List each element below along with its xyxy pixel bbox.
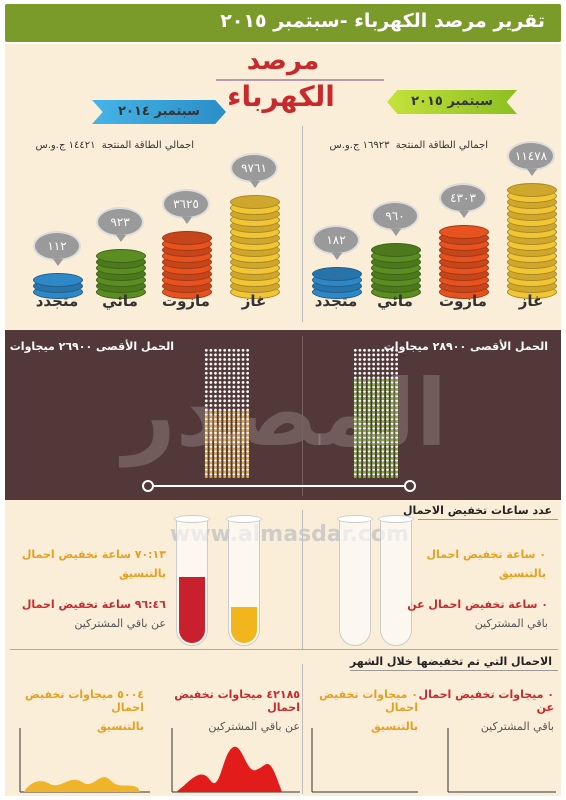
hours-2014-subs: ٩٦:٤٦ ساعة تخفيض احمال عن باقي المشتركين (16, 598, 166, 630)
loads-2015-coord-line1: ٠ ميجاوات تخفيض احمال (319, 688, 418, 714)
watermark-text: المصدر (122, 360, 448, 467)
area-subs-2014 (176, 746, 282, 792)
hours-2014-subs-line1: ٩٦:٤٦ ساعة تخفيض احمال (21, 598, 166, 611)
peak-2014-fill (204, 410, 250, 478)
stack-2015-source-label: غاز (518, 292, 544, 310)
hours-divider (302, 510, 303, 650)
stack-2015-coin (507, 183, 557, 197)
stack-2014-source-label: غاز (241, 292, 267, 310)
total-2014-label: اجمالي الطاقة المنتجة (101, 140, 194, 151)
loads-2015-charts (311, 728, 556, 793)
stack-2015-value-badge: ٤٣٠٣ (439, 183, 487, 218)
area-coord-2014 (24, 777, 140, 792)
loads-2014-coord: ٥٠٠٤ ميجاوات تخفيض احمال بالتنسيق (8, 688, 144, 733)
hours-2015-coord: ٠ ساعة تخفيض احمال بالتنسيق (406, 548, 546, 580)
peak-divider (302, 336, 303, 496)
stack-2014-value-badge: ٩٧٦١ (230, 153, 278, 188)
loads-2015-subs-line2: باقي المشتركين (480, 720, 554, 733)
stack-2015-value-badge: ١٨٢ (312, 225, 360, 260)
total-2014-value: ١٤٤٢١ ج.و.س (35, 140, 96, 151)
stack-2014-source-label: متجدد (35, 292, 79, 310)
peak-2015-label: الحمل الأقصى ٢٨٩٠٠ ميجاوات (383, 340, 548, 353)
stack-2015-coin (371, 243, 421, 257)
loads-2014-subs: ٤٢١٨٥ ميجاوات تخفيض احمال عن باقي المشتر… (150, 688, 300, 733)
hours-2014-coord-line2: بالتنسيق (119, 567, 166, 580)
peak-slider-track (148, 485, 410, 487)
hours-title: عدد ساعات تخفيض الاحمال (402, 504, 552, 517)
stack-2014-source-label: مازوت (162, 292, 210, 310)
loads-2014-subs-line2: عن باقي المشتركين (208, 720, 300, 733)
logo-line2: الكهرباء (227, 80, 335, 113)
loads-2014-coord-line1: ٥٠٠٤ ميجاوات تخفيض احمال (24, 688, 144, 714)
peak-slider-knob-right (404, 480, 416, 492)
stack-2014-coin (33, 273, 83, 287)
loads-2015-subs-line1: ٠ ميجاوات تخفيض احمال عن (418, 688, 554, 714)
logo-line1: مرصد (246, 46, 320, 76)
hours-2015-coord-line1: ٠ ساعة تخفيض احمال (426, 548, 546, 561)
peak-slider-knob-left (142, 480, 154, 492)
loads-2014-charts (19, 728, 300, 793)
loads-title-underline (350, 670, 558, 671)
load-shedding-section (5, 500, 561, 796)
loads-2015-coord: ٠ ميجاوات تخفيض احمال بالتنسيق (288, 688, 418, 733)
stack-2015-source-label: متجدد (314, 292, 358, 310)
hours-2015-coord-line2: بالتنسيق (499, 567, 546, 580)
page-title: تقرير مرصد الكهرباء -سبتمبر ٢٠١٥ (220, 10, 545, 32)
tube-2015-coord (337, 515, 373, 646)
stack-2015-coin (439, 225, 489, 239)
hours-title-underline (418, 519, 558, 520)
stack-2014-coin (230, 195, 280, 209)
hours-2014-coord: ٧٠:١٣ ساعة تخفيض احمال بالتنسيق (16, 548, 166, 580)
stack-2014-source-label: مائي (102, 292, 138, 310)
stack-2015-coin (312, 267, 362, 281)
tube-2015-subs (378, 515, 414, 646)
loads-2015-subs: ٠ ميجاوات تخفيض احمال عن باقي المشتركين (414, 688, 554, 733)
stack-2015-value-badge: ١١٤٧٨ (507, 141, 555, 176)
loads-divider (302, 664, 303, 794)
tube-2014-coord (174, 515, 210, 646)
stack-2014-coin (162, 231, 212, 245)
total-2015-label: اجمالي الطاقة المنتجة (395, 140, 488, 151)
hours-2015-subs-line2: باقي المشتركين (474, 617, 548, 630)
hours-2014-subs-line2: عن باقي المشتركين (74, 617, 166, 630)
peak-load-section (5, 330, 561, 500)
loads-2014-subs-line1: ٤٢١٨٥ ميجاوات تخفيض احمال (174, 688, 300, 714)
loads-2015-coord-line2: بالتنسيق (371, 720, 418, 733)
total-2015: اجمالي الطاقة المنتجة ١٦٩٢٣ ج.و.س (330, 140, 488, 151)
hours-2015-subs-line1: ٠ ساعة تخفيض احمال عن (407, 598, 548, 611)
ribbon-2015: سبتمبر ٢٠١٥ (387, 90, 517, 114)
ribbon-2014: سبتمبر ٢٠١٤ (92, 100, 226, 124)
hours-2015-subs: ٠ ساعة تخفيض احمال عن باقي المشتركين (398, 598, 548, 630)
tube-2014-subs (226, 515, 262, 646)
stack-2014-value-badge: ١١٢ (33, 231, 81, 266)
hours-bottom-rule (10, 649, 558, 650)
stack-2014-value-badge: ٩٢٣ (96, 207, 144, 242)
hours-2014-coord-line1: ٧٠:١٣ ساعة تخفيض احمال (21, 548, 166, 561)
stack-2014-coin (96, 249, 146, 263)
header-bar: تقرير مرصد الكهرباء -سبتمبر ٢٠١٥ (5, 4, 561, 42)
year-divider (302, 126, 303, 322)
peak-2015-fill (353, 378, 399, 478)
total-2014: اجمالي الطاقة المنتجة ١٤٤٢١ ج.و.س (36, 140, 194, 151)
stack-2014-value-badge: ٣٦٢٥ (162, 189, 210, 224)
logo-divider (216, 79, 384, 81)
loads-2014-coord-line2: بالتنسيق (97, 720, 144, 733)
loads-title: الاحمال التي تم تخفيضها خلال الشهر (349, 655, 552, 668)
stack-2015-source-label: مائي (377, 292, 413, 310)
stack-2015-source-label: مازوت (439, 292, 487, 310)
total-2015-value: ١٦٩٢٣ ج.و.س (329, 140, 390, 151)
peak-2014-label: الحمل الأقصى ٢٦٩٠٠ ميجاوات (9, 340, 174, 353)
stack-2015-value-badge: ٩٦٠ (371, 201, 419, 236)
